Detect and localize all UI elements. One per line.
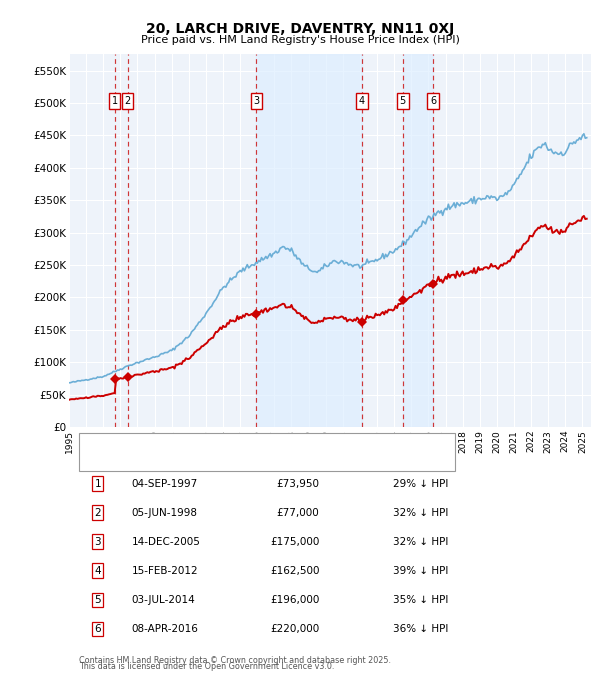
Text: 32% ↓ HPI: 32% ↓ HPI <box>392 537 448 547</box>
Text: £196,000: £196,000 <box>270 595 320 605</box>
Text: 2: 2 <box>124 96 131 106</box>
Text: 6: 6 <box>94 624 101 634</box>
Text: 1: 1 <box>112 96 118 106</box>
Bar <box>256 54 362 427</box>
FancyBboxPatch shape <box>79 433 455 471</box>
Text: 4: 4 <box>94 566 101 576</box>
Text: 08-APR-2016: 08-APR-2016 <box>131 624 199 634</box>
Text: 14-DEC-2005: 14-DEC-2005 <box>131 537 200 547</box>
Text: 5: 5 <box>94 595 101 605</box>
Text: 35% ↓ HPI: 35% ↓ HPI <box>392 595 448 605</box>
Text: 3: 3 <box>94 537 101 547</box>
Text: 04-SEP-1997: 04-SEP-1997 <box>131 479 198 489</box>
Bar <box>403 54 433 427</box>
Text: 29% ↓ HPI: 29% ↓ HPI <box>392 479 448 489</box>
Text: £175,000: £175,000 <box>270 537 320 547</box>
Text: 3: 3 <box>253 96 259 106</box>
Text: 4: 4 <box>359 96 365 106</box>
Text: 03-JUL-2014: 03-JUL-2014 <box>131 595 196 605</box>
Text: 15-FEB-2012: 15-FEB-2012 <box>131 566 198 576</box>
Text: 36% ↓ HPI: 36% ↓ HPI <box>392 624 448 634</box>
Text: 2: 2 <box>94 508 101 517</box>
Text: Price paid vs. HM Land Registry's House Price Index (HPI): Price paid vs. HM Land Registry's House … <box>140 35 460 46</box>
Text: HPI: Average price, detached house, West Northamptonshire: HPI: Average price, detached house, West… <box>131 457 434 467</box>
Text: 1: 1 <box>94 479 101 489</box>
Text: 6: 6 <box>430 96 436 106</box>
Text: Contains HM Land Registry data © Crown copyright and database right 2025.: Contains HM Land Registry data © Crown c… <box>79 656 391 664</box>
Text: £77,000: £77,000 <box>277 508 320 517</box>
Text: 20, LARCH DRIVE, DAVENTRY, NN11 0XJ: 20, LARCH DRIVE, DAVENTRY, NN11 0XJ <box>146 22 454 36</box>
Text: 20, LARCH DRIVE, DAVENTRY, NN11 0XJ (detached house): 20, LARCH DRIVE, DAVENTRY, NN11 0XJ (det… <box>131 440 421 450</box>
Text: 05-JUN-1998: 05-JUN-1998 <box>131 508 197 517</box>
Text: £220,000: £220,000 <box>271 624 320 634</box>
Text: 32% ↓ HPI: 32% ↓ HPI <box>392 508 448 517</box>
Text: £162,500: £162,500 <box>270 566 320 576</box>
Text: £73,950: £73,950 <box>277 479 320 489</box>
Text: 39% ↓ HPI: 39% ↓ HPI <box>392 566 448 576</box>
Text: 5: 5 <box>400 96 406 106</box>
Text: This data is licensed under the Open Government Licence v3.0.: This data is licensed under the Open Gov… <box>79 662 335 670</box>
